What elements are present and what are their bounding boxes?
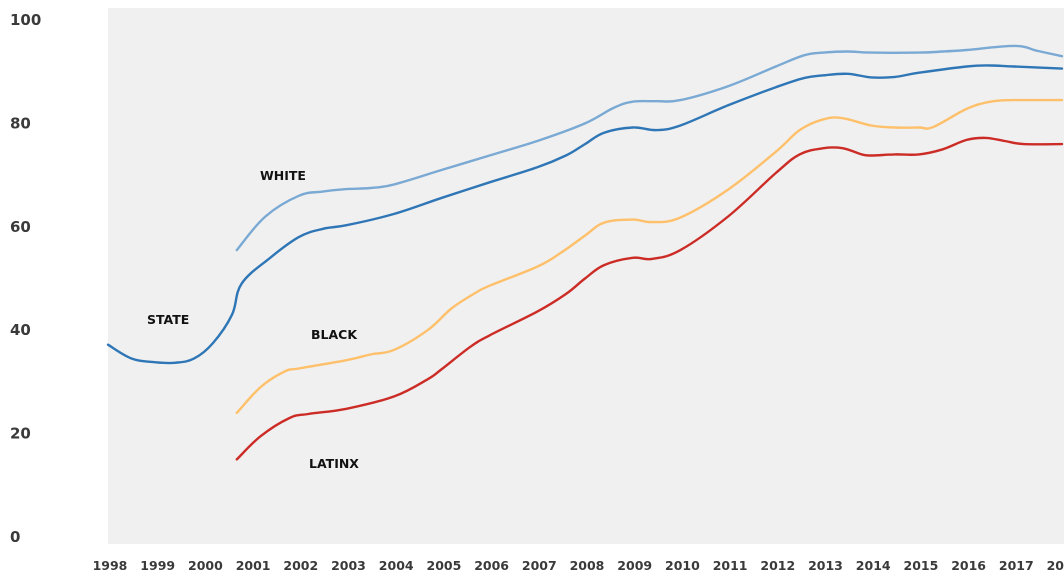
x-tick-label: 2014 bbox=[856, 558, 891, 573]
x-tick-label: 2006 bbox=[474, 558, 509, 573]
series-line-black bbox=[235, 98, 1064, 415]
x-tick-label: 2011 bbox=[713, 558, 748, 573]
series-label-state: STATE bbox=[147, 312, 189, 327]
series-label-black: BLACK bbox=[311, 327, 358, 342]
y-axis: 0 20 40 60 80 100 bbox=[10, 11, 41, 546]
x-tick-label: 2001 bbox=[236, 558, 271, 573]
series-line-latinx bbox=[235, 136, 1064, 461]
x-axis: 1998 1999 2000 2001 2002 2003 2004 2005 2006 2007… bbox=[93, 558, 1064, 573]
x-tick-label: 2016 bbox=[951, 558, 986, 573]
x-tick-label: 2005 bbox=[427, 558, 462, 573]
x-tick-label: 2003 bbox=[331, 558, 366, 573]
x-tick-label: 2004 bbox=[379, 558, 414, 573]
y-tick-label: 20 bbox=[10, 425, 31, 443]
x-tick-label: 2012 bbox=[760, 558, 795, 573]
series-labels: WHITE STATE BLACK LATINX bbox=[147, 168, 359, 471]
x-tick-label: 2017 bbox=[999, 558, 1034, 573]
series-lines bbox=[106, 44, 1064, 461]
x-tick-label: 2000 bbox=[188, 558, 223, 573]
series-line-white bbox=[235, 44, 1064, 252]
x-tick-label: 2018 bbox=[1047, 558, 1064, 573]
x-tick-label: 1999 bbox=[140, 558, 175, 573]
y-tick-label: 40 bbox=[10, 321, 31, 339]
x-tick-label: 2013 bbox=[808, 558, 843, 573]
x-tick-label: 2008 bbox=[570, 558, 605, 573]
series-label-latinx: LATINX bbox=[309, 456, 359, 471]
x-tick-label: 2009 bbox=[617, 558, 652, 573]
x-tick-label: 2007 bbox=[522, 558, 557, 573]
x-tick-label: 1998 bbox=[93, 558, 128, 573]
plot-background bbox=[108, 8, 1064, 544]
x-tick-label: 2002 bbox=[283, 558, 318, 573]
y-tick-label: 80 bbox=[10, 114, 31, 132]
x-tick-label: 2015 bbox=[904, 558, 939, 573]
y-tick-label: 0 bbox=[10, 528, 20, 546]
y-tick-label: 100 bbox=[10, 11, 41, 29]
series-line-state bbox=[106, 64, 1064, 365]
x-tick-label: 2010 bbox=[665, 558, 700, 573]
series-label-white: WHITE bbox=[260, 168, 306, 183]
y-tick-label: 60 bbox=[10, 218, 31, 236]
